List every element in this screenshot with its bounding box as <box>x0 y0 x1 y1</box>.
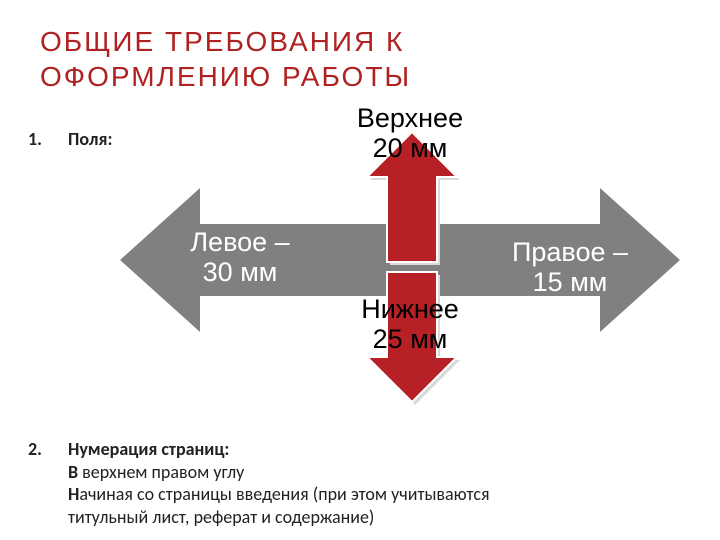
slide: ОБЩИЕ ТРЕБОВАНИЯ К ОФОРМЛЕНИЮ РАБОТЫ 1. … <box>0 0 720 540</box>
list-2-line2-rest: ачиная со страницы введения (при этом уч… <box>68 483 489 528</box>
bottom-margin-label: Нижнее 25 мм <box>310 295 510 354</box>
list-2-heading: Нумерация страниц: <box>68 438 229 460</box>
list-1-label: Поля: <box>68 128 112 151</box>
list-2-line1-rest: верхнем правом углу <box>78 461 244 483</box>
slide-title: ОБЩИЕ ТРЕБОВАНИЯ К ОФОРМЛЕНИЮ РАБОТЫ <box>40 24 411 94</box>
list-2-number: 2. <box>28 438 42 460</box>
right-margin-label: Правое – 15 мм <box>470 238 670 297</box>
top-margin-label: Верхнее 20 мм <box>310 104 510 163</box>
list-2-body: Нумерация страниц: В верхнем правом углу… <box>68 438 688 528</box>
list-2-line2-bold: Н <box>68 483 79 505</box>
left-margin-label: Левое – 30 мм <box>140 228 340 287</box>
margins-diagram: Левое – 30 мм Правое – 15 мм Верхнее 20 … <box>120 110 680 430</box>
list-2-line1-bold: В <box>68 461 78 483</box>
list-1-number: 1. <box>28 128 42 150</box>
